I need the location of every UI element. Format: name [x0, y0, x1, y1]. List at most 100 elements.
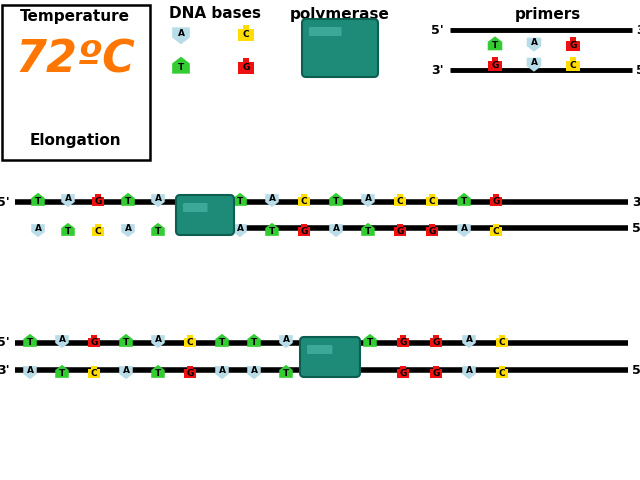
Text: G: G: [432, 338, 440, 347]
Text: C: C: [493, 227, 499, 236]
FancyBboxPatch shape: [566, 41, 580, 51]
Text: G: G: [90, 338, 98, 347]
Text: A: A: [461, 225, 467, 233]
FancyBboxPatch shape: [95, 224, 100, 227]
Text: 3': 3': [636, 24, 640, 36]
Text: G: G: [492, 61, 499, 70]
Text: 5': 5': [0, 336, 10, 349]
Polygon shape: [247, 334, 260, 347]
FancyBboxPatch shape: [566, 61, 580, 71]
FancyBboxPatch shape: [188, 335, 193, 338]
Text: Elongation: Elongation: [29, 132, 121, 147]
Text: C: C: [499, 338, 506, 347]
Text: G: G: [243, 63, 250, 72]
FancyBboxPatch shape: [92, 365, 97, 369]
Polygon shape: [233, 193, 247, 206]
FancyBboxPatch shape: [298, 227, 310, 236]
FancyBboxPatch shape: [429, 224, 435, 227]
Polygon shape: [215, 366, 228, 379]
FancyBboxPatch shape: [238, 62, 254, 74]
Text: 5': 5': [431, 24, 444, 36]
Polygon shape: [55, 365, 68, 378]
Polygon shape: [329, 193, 343, 206]
FancyBboxPatch shape: [397, 193, 403, 197]
FancyBboxPatch shape: [301, 224, 307, 227]
Text: T: T: [333, 196, 339, 205]
FancyBboxPatch shape: [92, 335, 97, 338]
Text: 5': 5': [636, 63, 640, 76]
Text: C: C: [301, 197, 307, 206]
FancyBboxPatch shape: [88, 338, 100, 347]
Text: A: A: [26, 366, 33, 375]
Text: A: A: [154, 194, 161, 204]
FancyBboxPatch shape: [490, 227, 502, 236]
Polygon shape: [265, 194, 279, 207]
Polygon shape: [172, 57, 190, 73]
FancyBboxPatch shape: [426, 227, 438, 236]
FancyBboxPatch shape: [429, 193, 435, 197]
Text: C: C: [499, 369, 506, 378]
Polygon shape: [361, 194, 375, 207]
FancyBboxPatch shape: [243, 24, 250, 29]
Text: G: G: [94, 197, 102, 206]
Text: 72ºC: 72ºC: [15, 38, 135, 82]
Polygon shape: [265, 223, 279, 236]
FancyBboxPatch shape: [298, 197, 310, 206]
Text: A: A: [122, 366, 129, 375]
FancyBboxPatch shape: [309, 27, 342, 36]
Text: polymerase: polymerase: [290, 7, 390, 22]
Polygon shape: [233, 224, 247, 237]
FancyBboxPatch shape: [2, 5, 150, 160]
Text: G: G: [492, 197, 500, 206]
Text: C: C: [187, 338, 193, 347]
FancyBboxPatch shape: [397, 224, 403, 227]
Text: 5': 5': [632, 221, 640, 235]
Text: G: G: [399, 369, 406, 378]
Text: 3': 3': [431, 63, 444, 76]
Text: A: A: [282, 336, 289, 345]
Text: 3': 3': [632, 195, 640, 208]
FancyBboxPatch shape: [238, 29, 254, 41]
FancyBboxPatch shape: [430, 338, 442, 347]
Text: G: G: [428, 227, 436, 236]
Polygon shape: [121, 193, 135, 206]
Polygon shape: [151, 223, 164, 236]
Polygon shape: [527, 58, 541, 72]
Polygon shape: [247, 366, 260, 379]
Polygon shape: [61, 194, 75, 207]
Text: C: C: [429, 197, 435, 206]
FancyBboxPatch shape: [426, 197, 438, 206]
Text: T: T: [283, 369, 289, 378]
Text: T: T: [492, 41, 498, 49]
FancyBboxPatch shape: [92, 227, 104, 236]
Text: A: A: [269, 194, 275, 204]
Polygon shape: [279, 365, 292, 378]
Text: A: A: [58, 336, 65, 345]
FancyBboxPatch shape: [490, 197, 502, 206]
Polygon shape: [151, 365, 164, 378]
Text: DNA bases: DNA bases: [169, 7, 261, 22]
Polygon shape: [364, 334, 377, 347]
FancyBboxPatch shape: [301, 193, 307, 197]
Text: A: A: [237, 225, 243, 233]
FancyBboxPatch shape: [401, 365, 406, 369]
Text: C: C: [95, 227, 101, 236]
Text: T: T: [251, 337, 257, 347]
FancyBboxPatch shape: [184, 369, 196, 378]
Text: A: A: [35, 225, 42, 233]
Text: T: T: [35, 196, 41, 205]
FancyBboxPatch shape: [430, 369, 442, 378]
Text: T: T: [59, 369, 65, 378]
Text: T: T: [125, 196, 131, 205]
Text: A: A: [365, 194, 371, 204]
FancyBboxPatch shape: [493, 193, 499, 197]
FancyBboxPatch shape: [95, 193, 100, 197]
Text: T: T: [155, 227, 161, 236]
Polygon shape: [279, 335, 292, 348]
Polygon shape: [462, 366, 476, 379]
FancyBboxPatch shape: [496, 338, 508, 347]
Text: G: G: [432, 369, 440, 378]
Polygon shape: [488, 36, 502, 50]
Polygon shape: [119, 334, 132, 347]
Text: G: G: [570, 41, 577, 50]
